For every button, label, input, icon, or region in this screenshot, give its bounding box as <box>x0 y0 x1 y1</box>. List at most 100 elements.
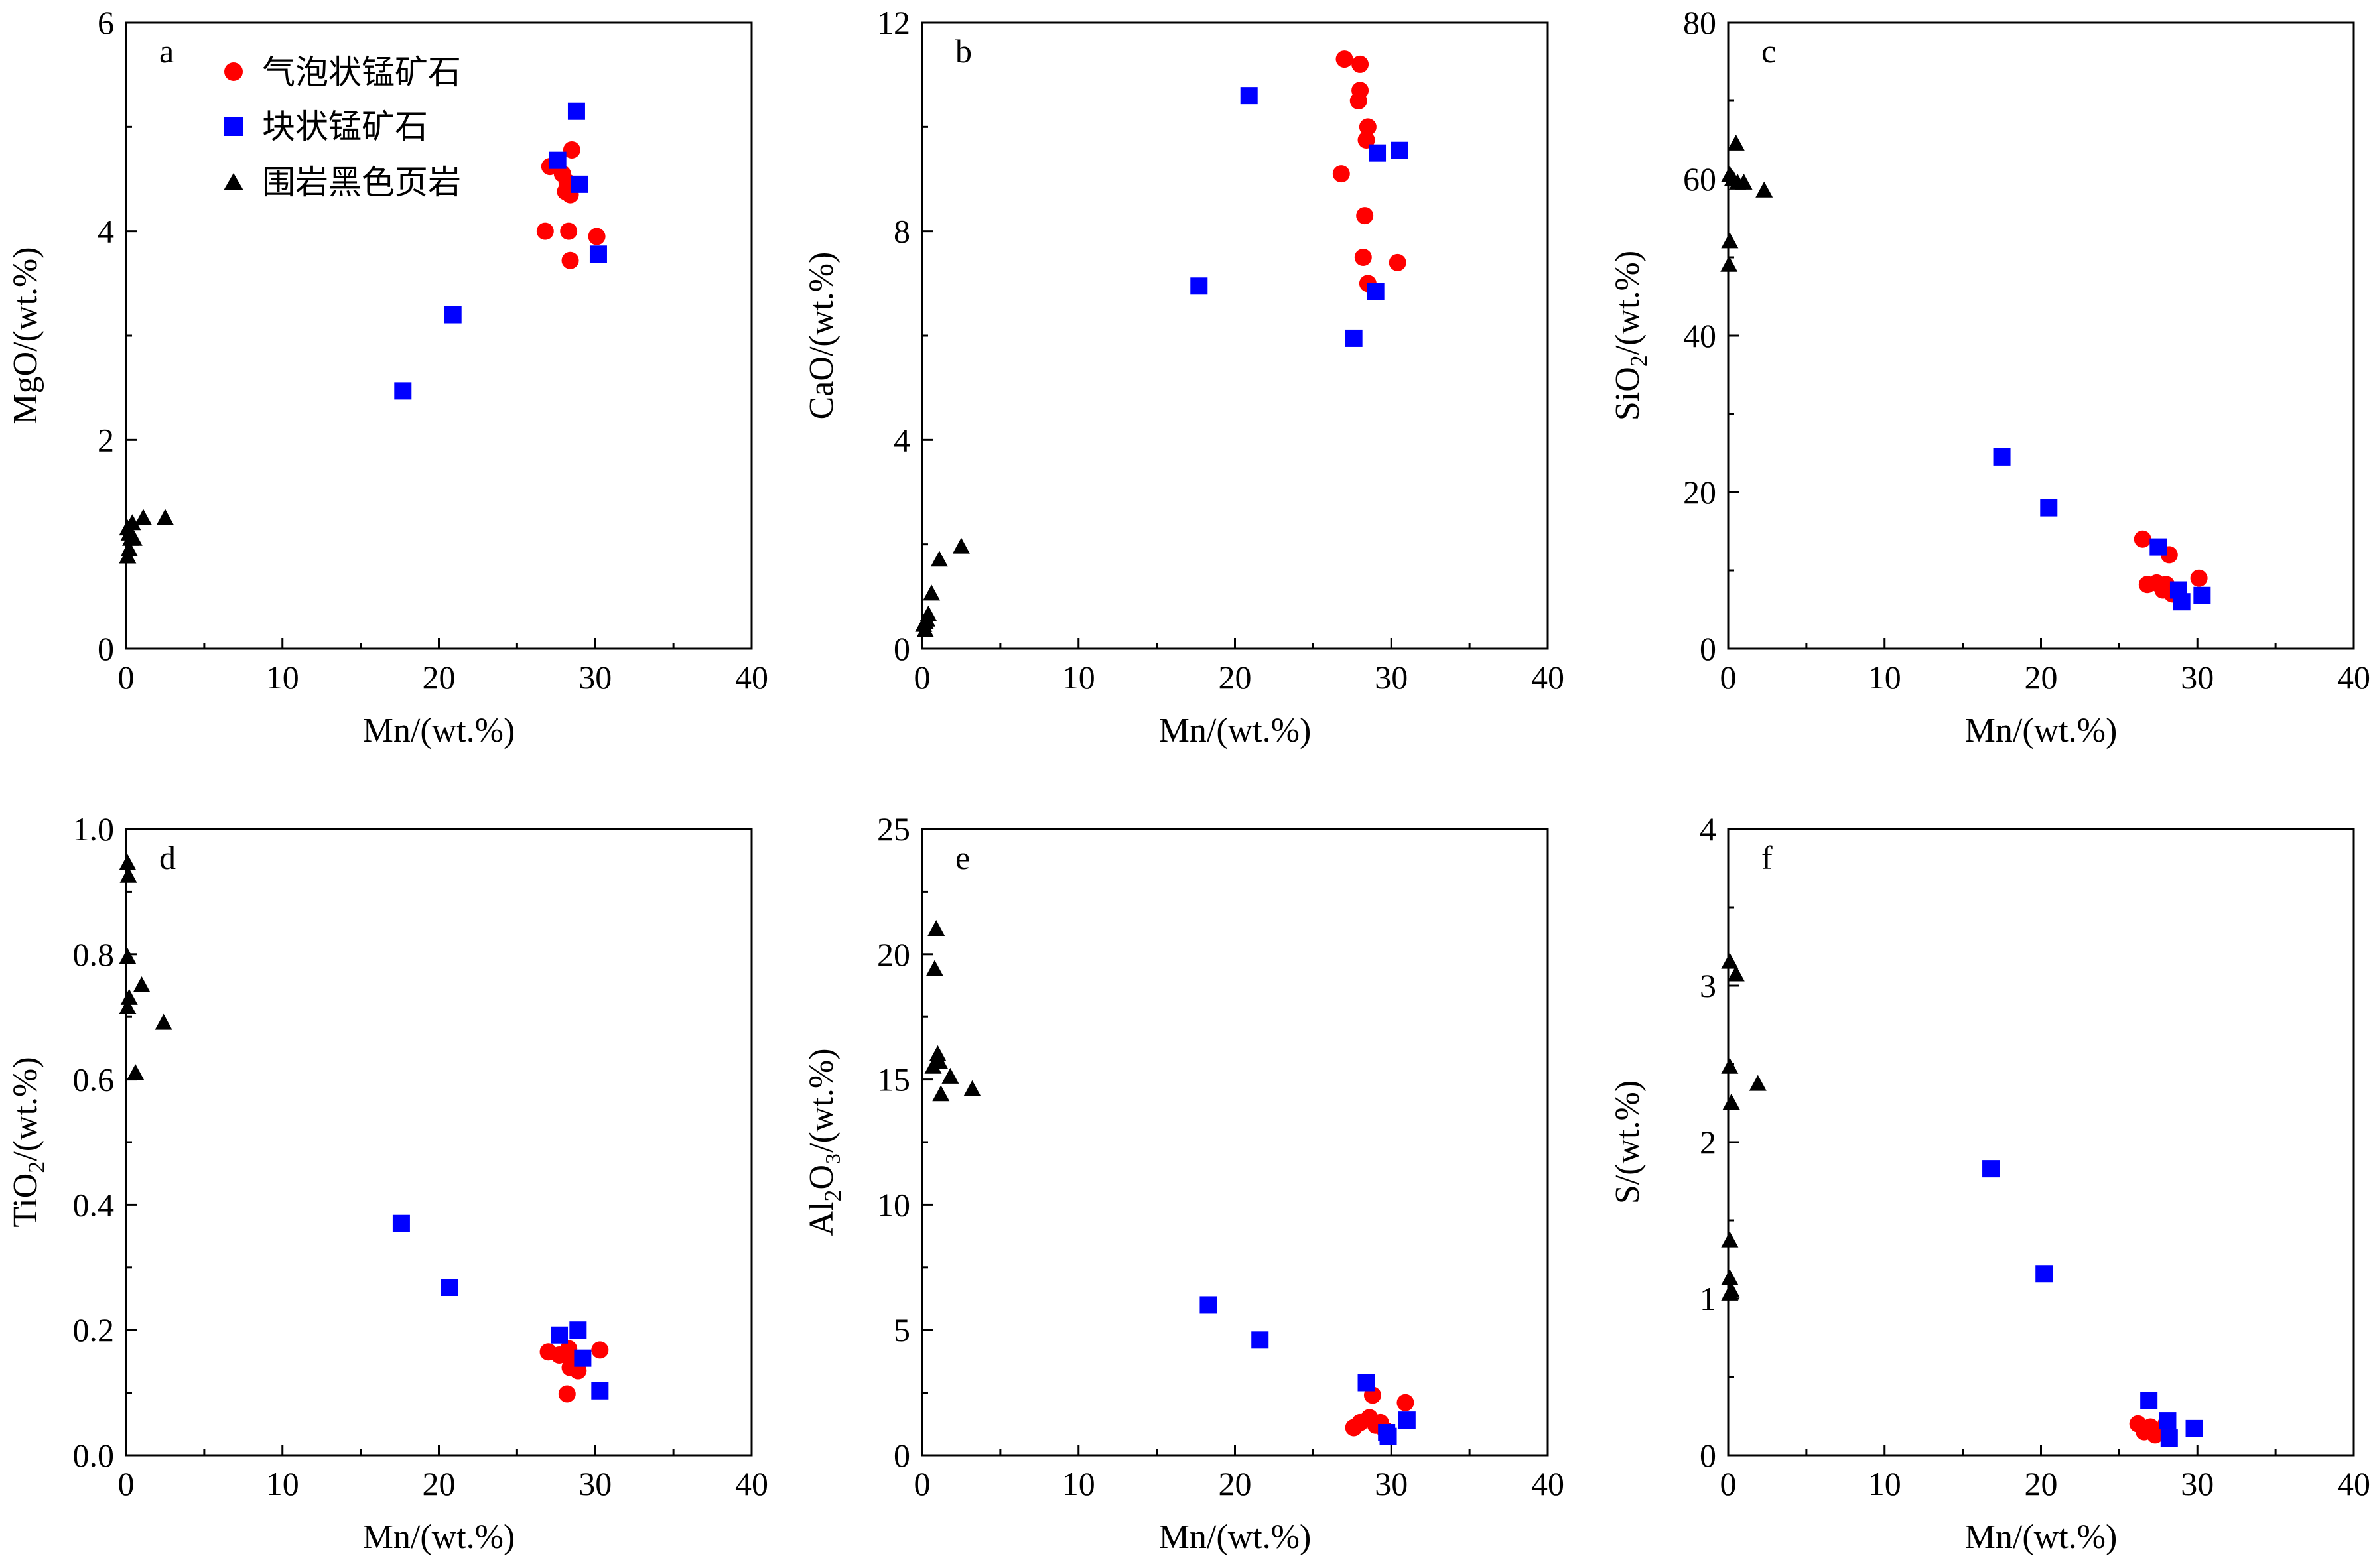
shale-point <box>930 551 948 567</box>
panel-letter: a <box>159 33 174 70</box>
x-axis-label: Mn/(wt.%) <box>1965 712 2118 750</box>
bubble-ore-point <box>2190 569 2208 587</box>
x-axis-label: Mn/(wt.%) <box>1965 1518 2118 1556</box>
massive-ore-point <box>1357 1374 1375 1392</box>
shale-point <box>119 854 137 870</box>
x-tick-label: 30 <box>578 1465 612 1502</box>
shale-point <box>941 1067 959 1084</box>
bubble-ore-point <box>588 228 606 245</box>
x-tick-label: 10 <box>1868 1465 1901 1502</box>
shale-point <box>156 509 174 525</box>
massive-ore-point <box>567 102 585 120</box>
shale-point <box>120 540 138 556</box>
panel-d: 0 10 20 30 40 0.0 0.2 0.4 0.6 0.8 1.0 d Mn/(wt.%) TiO… <box>7 811 768 1556</box>
legend: 气泡状锰矿石 块状锰矿石 围岩黑色页岩 <box>224 54 461 201</box>
x-tick-label: 0 <box>118 1465 135 1502</box>
bubble-ore-point <box>1359 118 1377 136</box>
x-tick-label: 40 <box>735 1465 768 1502</box>
y-tick-label: 0 <box>1700 1437 1716 1474</box>
x-axis-label: Mn/(wt.%) <box>363 712 515 750</box>
massive-ore-point <box>1251 1331 1269 1349</box>
bubble-ore-point <box>1351 55 1369 73</box>
y-tick-label: 0 <box>894 630 910 667</box>
y-axis-label: SiO2/(wt.%) <box>1609 251 1652 421</box>
massive-ore-point <box>1367 283 1385 300</box>
x-tick-label: 10 <box>1868 659 1901 696</box>
massive-ore-point <box>1982 1160 2000 1178</box>
massive-ore-point <box>569 1321 587 1339</box>
plot-frame <box>1727 21 2355 650</box>
shale-point <box>134 509 152 525</box>
y-tick-label: 8 <box>894 213 910 250</box>
x-tick-label: 20 <box>423 1465 456 1502</box>
shale-point <box>1755 181 1773 198</box>
x-tick-label: 10 <box>1062 1465 1095 1502</box>
y-tick-label: 80 <box>1683 4 1716 41</box>
plot-frame <box>125 828 753 1457</box>
legend-label-bubble-ore: 气泡状锰矿石 <box>262 54 461 91</box>
x-tick-label: 20 <box>423 659 456 696</box>
massive-ore-point <box>441 1279 459 1297</box>
y-tick-label: 2 <box>98 421 114 458</box>
shale-point <box>120 988 138 1005</box>
y-tick-label: 2 <box>1700 1124 1716 1161</box>
bubble-ore-point <box>1396 1394 1414 1411</box>
x-tick-label: 30 <box>2181 1465 2214 1502</box>
shale-point <box>923 584 941 601</box>
y-tick-label: 1 <box>1700 1280 1716 1317</box>
shale-point <box>155 1013 172 1030</box>
shale-point <box>929 1045 947 1061</box>
x-tick-label: 40 <box>1531 659 1564 696</box>
massive-ore-point <box>2140 1392 2158 1409</box>
x-tick-label: 20 <box>2025 1465 2058 1502</box>
bubble-ore-point <box>1349 92 1367 109</box>
y-axis-label: MgO/(wt.%) <box>7 247 44 424</box>
massive-ore-point <box>1379 1427 1397 1445</box>
x-tick-label: 0 <box>118 659 135 696</box>
shale-point <box>1722 1094 1740 1110</box>
y-tick-label: 4 <box>98 213 114 250</box>
x-tick-label: 30 <box>2181 659 2214 696</box>
massive-ore-point <box>394 382 412 400</box>
plot-frame <box>1727 828 2355 1457</box>
shale-point <box>119 866 137 883</box>
x-tick-label: 10 <box>1062 659 1095 696</box>
plot-frame <box>125 21 753 650</box>
x-tick-label: 40 <box>2337 1465 2370 1502</box>
legend-label-shale: 围岩黑色页岩 <box>262 164 461 201</box>
y-tick-label: 60 <box>1683 161 1716 198</box>
x-axis-label: Mn/(wt.%) <box>1159 1518 1312 1556</box>
shale-point <box>1727 965 1745 982</box>
x-tick-label: 30 <box>578 659 612 696</box>
y-tick-label: 0.0 <box>73 1437 115 1474</box>
massive-ore-point <box>2185 1419 2203 1437</box>
y-tick-label: 15 <box>877 1061 910 1098</box>
x-tick-label: 10 <box>266 659 299 696</box>
shale-point <box>127 1064 145 1080</box>
y-tick-label: 4 <box>1700 811 1716 848</box>
y-tick-label: 4 <box>894 421 910 458</box>
bubble-ore-point <box>558 1385 576 1403</box>
shale-point <box>133 976 151 992</box>
panel-b: 0 10 20 30 40 0 4 8 12 b Mn/(wt.%) CaO/(wt.%) <box>803 4 1564 750</box>
massive-ore-point <box>2159 1412 2177 1430</box>
massive-ore-point <box>1240 87 1258 105</box>
x-tick-label: 30 <box>1375 659 1408 696</box>
panel-letter: b <box>955 33 972 70</box>
shale-point <box>916 621 934 637</box>
panel-letter: c <box>1761 33 1776 70</box>
shale-point <box>1721 952 1739 969</box>
plot-frame <box>921 21 1549 650</box>
bubble-ore-point <box>1332 165 1350 183</box>
y-tick-label: 3 <box>1700 967 1716 1004</box>
massive-ore-point <box>571 175 588 193</box>
bubble-ore-point <box>563 141 580 159</box>
panel-c: 0 10 20 30 40 0 20 40 60 80 c Mn/(wt.%) SiO2/(wt.%) <box>1609 4 2370 750</box>
massive-ore-point <box>1398 1411 1416 1429</box>
legend-marker-bubble-ore <box>224 62 243 81</box>
x-tick-label: 20 <box>1219 1465 1252 1502</box>
bubble-ore-point <box>1357 131 1375 149</box>
massive-ore-point <box>551 1326 569 1344</box>
massive-ore-point <box>2040 499 2058 517</box>
